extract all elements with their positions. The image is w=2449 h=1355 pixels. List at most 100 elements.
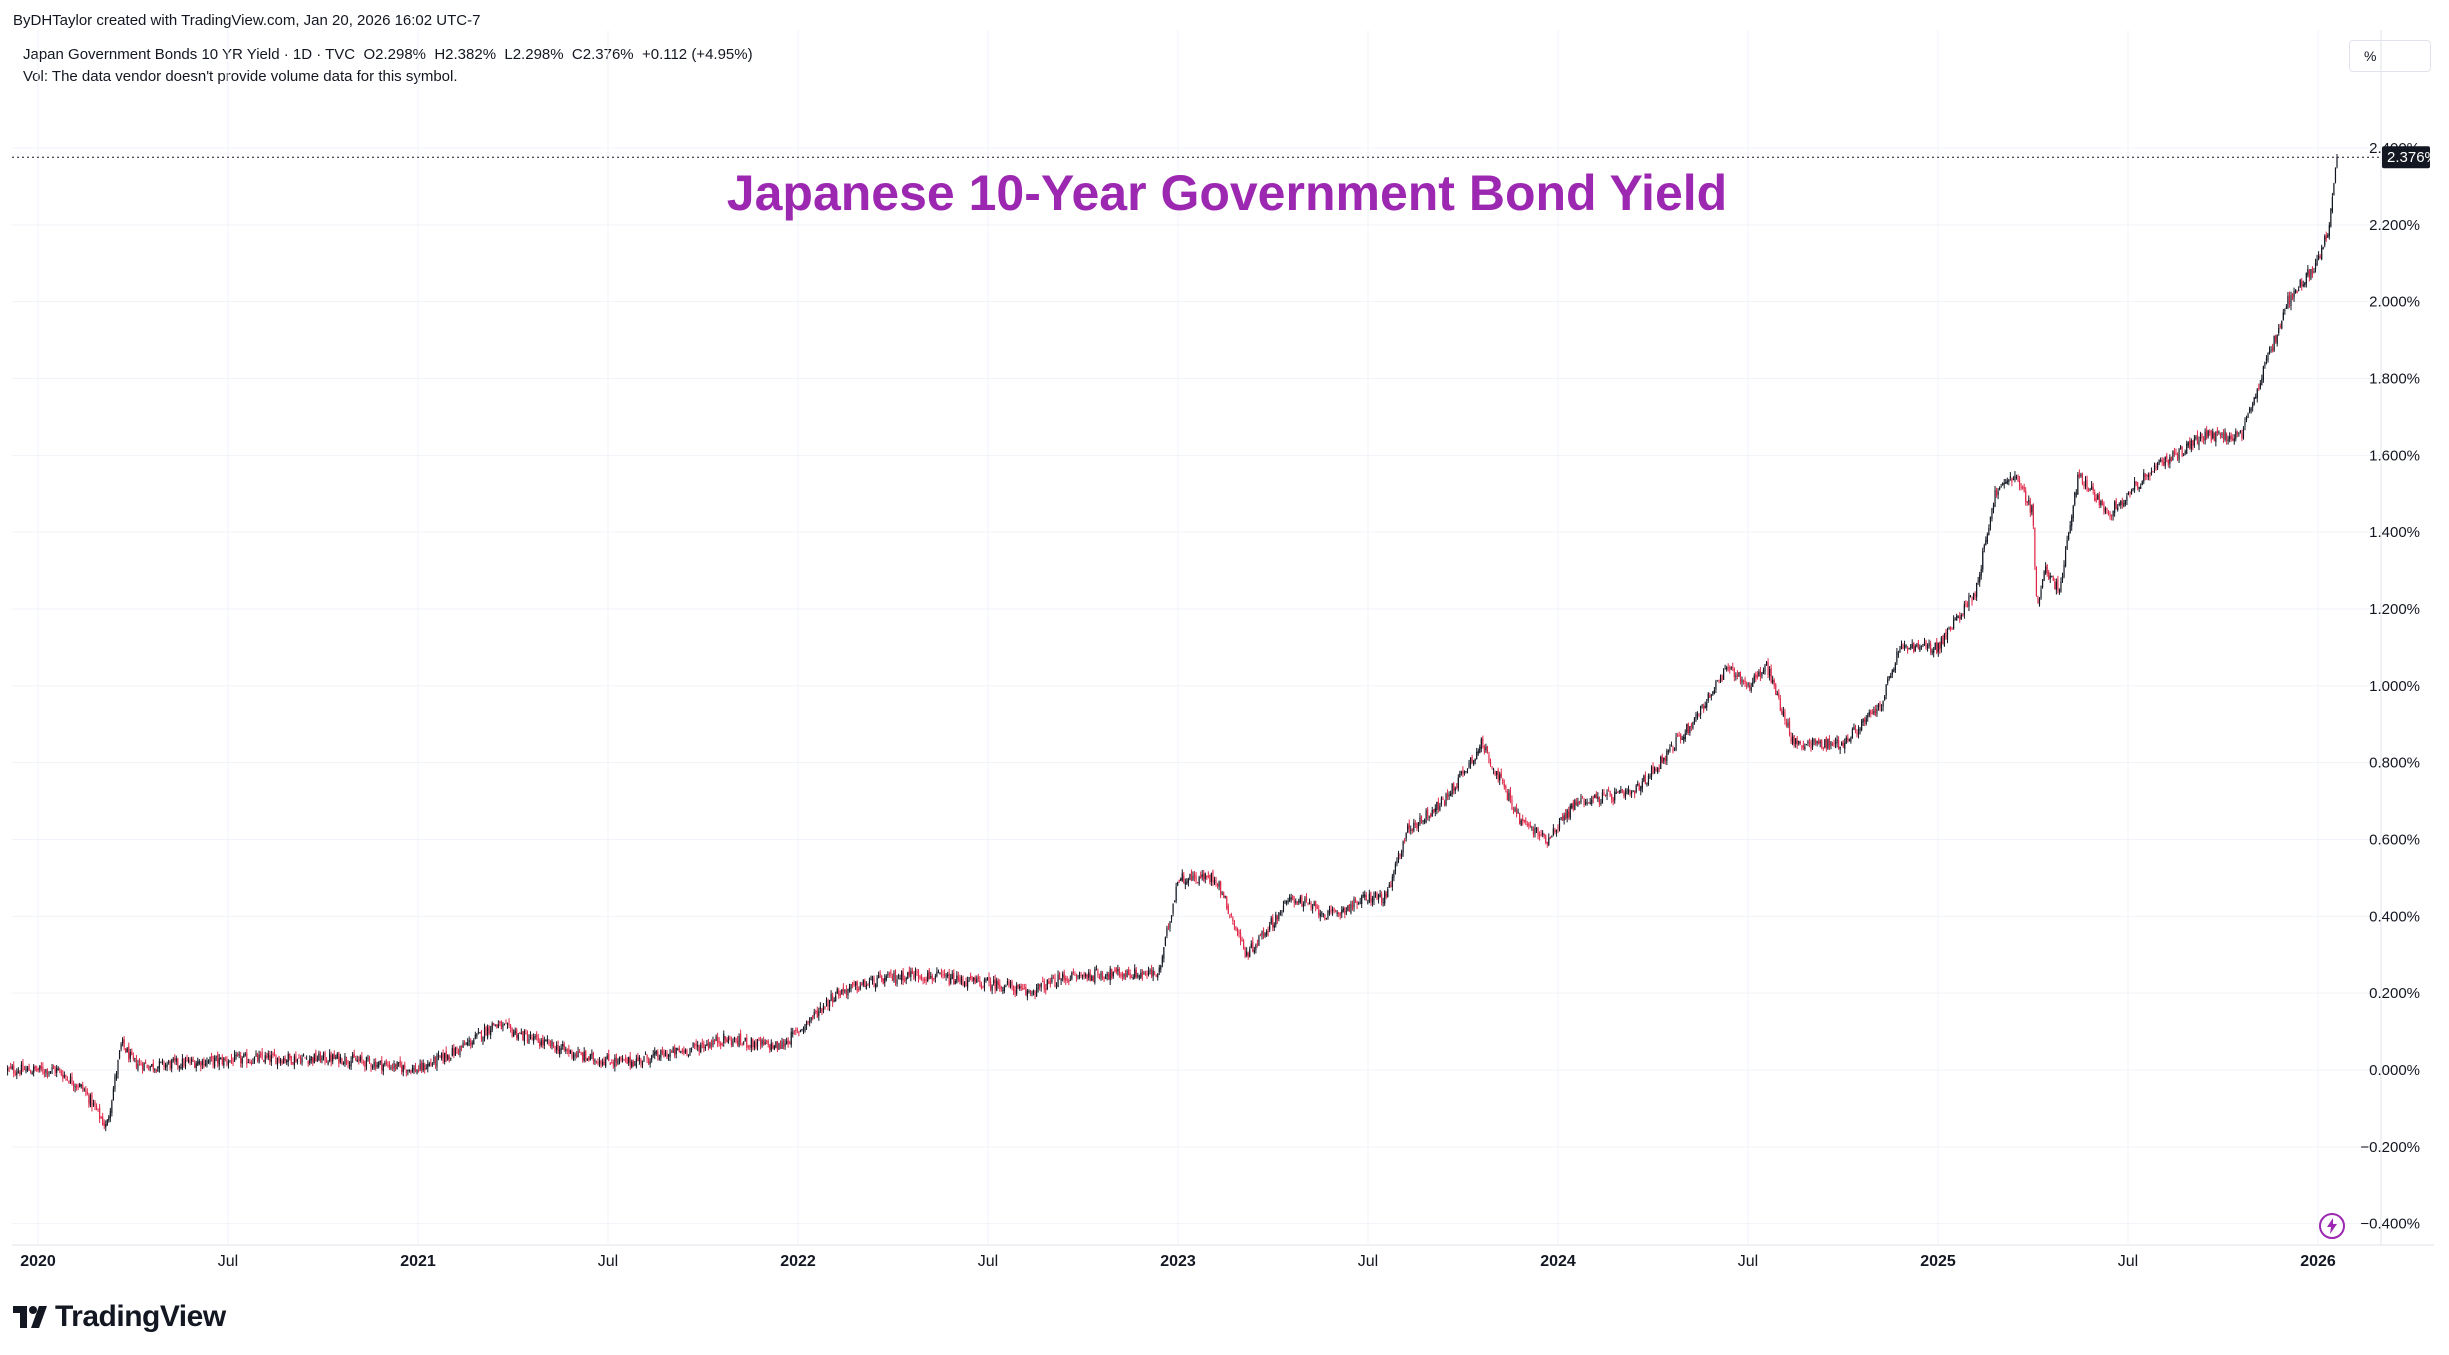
candle-body [1933, 649, 1935, 653]
candle-body [526, 1033, 529, 1042]
candle-body [1391, 876, 1393, 887]
candle-body [890, 971, 892, 976]
candle-body [1203, 873, 1205, 881]
candle-body [560, 1047, 562, 1050]
x-tick-label: Jul [1738, 1253, 1758, 1270]
candle-body [2212, 431, 2214, 439]
candle-body [413, 1067, 415, 1071]
candle-body [2143, 472, 2145, 482]
candle-body [1989, 516, 1992, 527]
tradingview-logo[interactable]: TradingView [13, 1300, 226, 1334]
candle-body [1054, 978, 1056, 988]
candle-body [1977, 580, 1979, 582]
candle-body [80, 1084, 82, 1087]
candle-body [1279, 913, 1282, 915]
candle-body [740, 1033, 742, 1043]
candle-body [666, 1053, 668, 1059]
candle-body [1965, 602, 1967, 605]
candle-body [447, 1054, 449, 1061]
candle-body [720, 1042, 722, 1046]
candle-body [939, 973, 941, 975]
candle-body [454, 1048, 456, 1056]
candle-body [1039, 984, 1041, 987]
candle-body [1448, 794, 1450, 797]
candle-body [753, 1041, 756, 1048]
candle-body [390, 1067, 392, 1069]
symbol-legend[interactable]: Japan Government Bonds 10 YR Yield · 1D … [23, 46, 753, 63]
candle-body [902, 972, 904, 981]
candle-body [1063, 972, 1065, 981]
candle-body [1630, 791, 1633, 794]
candle-body [456, 1047, 458, 1050]
price-chart[interactable]: 2.400%2.200%2.000%1.800%1.600%1.400%1.20… [0, 0, 2449, 1300]
candle-body [1718, 679, 1720, 682]
candle-body [1729, 667, 1731, 670]
candle-body [1439, 805, 1441, 811]
candle-body [910, 971, 912, 977]
candle-body [1620, 789, 1622, 794]
candle-body [1563, 815, 1565, 821]
candle-body [1376, 893, 1378, 900]
candle-body [1910, 646, 1912, 648]
candle-body [356, 1059, 358, 1062]
candle-body [109, 1110, 111, 1118]
candle-body [1652, 766, 1654, 774]
candle-body [750, 1037, 752, 1049]
candle-body [417, 1069, 420, 1072]
candle-body [534, 1036, 536, 1038]
candle-body [536, 1034, 538, 1038]
candle-body [105, 1124, 107, 1128]
lightning-icon[interactable] [2318, 1212, 2346, 1240]
price-scale-unit-button[interactable]: % [2349, 40, 2431, 72]
candle-body [1305, 897, 1308, 902]
candle-body [1741, 679, 1743, 683]
candle-body [592, 1052, 595, 1062]
candle-body [1614, 791, 1616, 801]
candle-body [1361, 895, 1363, 904]
candle-body [2106, 507, 2108, 510]
candle-body [637, 1056, 639, 1061]
candle-body [1617, 791, 1619, 793]
candle-body [238, 1054, 240, 1056]
candle-body [1782, 711, 1785, 717]
candle-body [1871, 712, 1873, 714]
candle-body [1437, 801, 1439, 810]
x-tick-label: Jul [978, 1253, 998, 1270]
candle-body [620, 1057, 622, 1061]
candle-body [571, 1050, 573, 1057]
candle-body [1482, 738, 1484, 745]
volume-note: Vol: The data vendor doesn't provide vol… [23, 68, 458, 85]
candle-body [14, 1073, 16, 1075]
candle-body [482, 1036, 484, 1042]
candle-body [1272, 917, 1274, 928]
candle-body [51, 1067, 53, 1070]
candle-body [186, 1058, 188, 1061]
candle-body [33, 1066, 35, 1073]
candle-body [171, 1060, 173, 1069]
candle-body [1160, 965, 1162, 970]
candle-body [301, 1057, 303, 1063]
candle-body [1032, 990, 1035, 993]
candle-body [1712, 691, 1714, 695]
candle-body [821, 1009, 823, 1013]
candle-body [1880, 708, 1883, 710]
candle-body [1284, 900, 1286, 904]
candle-body [89, 1095, 92, 1106]
candle-body [20, 1064, 23, 1075]
candle-body [2015, 476, 2018, 478]
candle-body [1528, 823, 1530, 826]
candle-body [937, 972, 940, 974]
candle-body [1485, 746, 1487, 751]
candle-body [1885, 684, 1887, 696]
candle-body [1195, 875, 1197, 882]
candle-body [2034, 527, 2036, 567]
candle-body [1785, 722, 1788, 727]
candle-body [787, 1039, 789, 1044]
candle-body [2186, 443, 2188, 454]
candle-body [2029, 501, 2031, 513]
candle-body [795, 1029, 797, 1031]
candle-body [2324, 236, 2326, 246]
candle-body [1861, 720, 1863, 731]
candle-body [638, 1057, 641, 1061]
candle-body [1963, 604, 1965, 615]
